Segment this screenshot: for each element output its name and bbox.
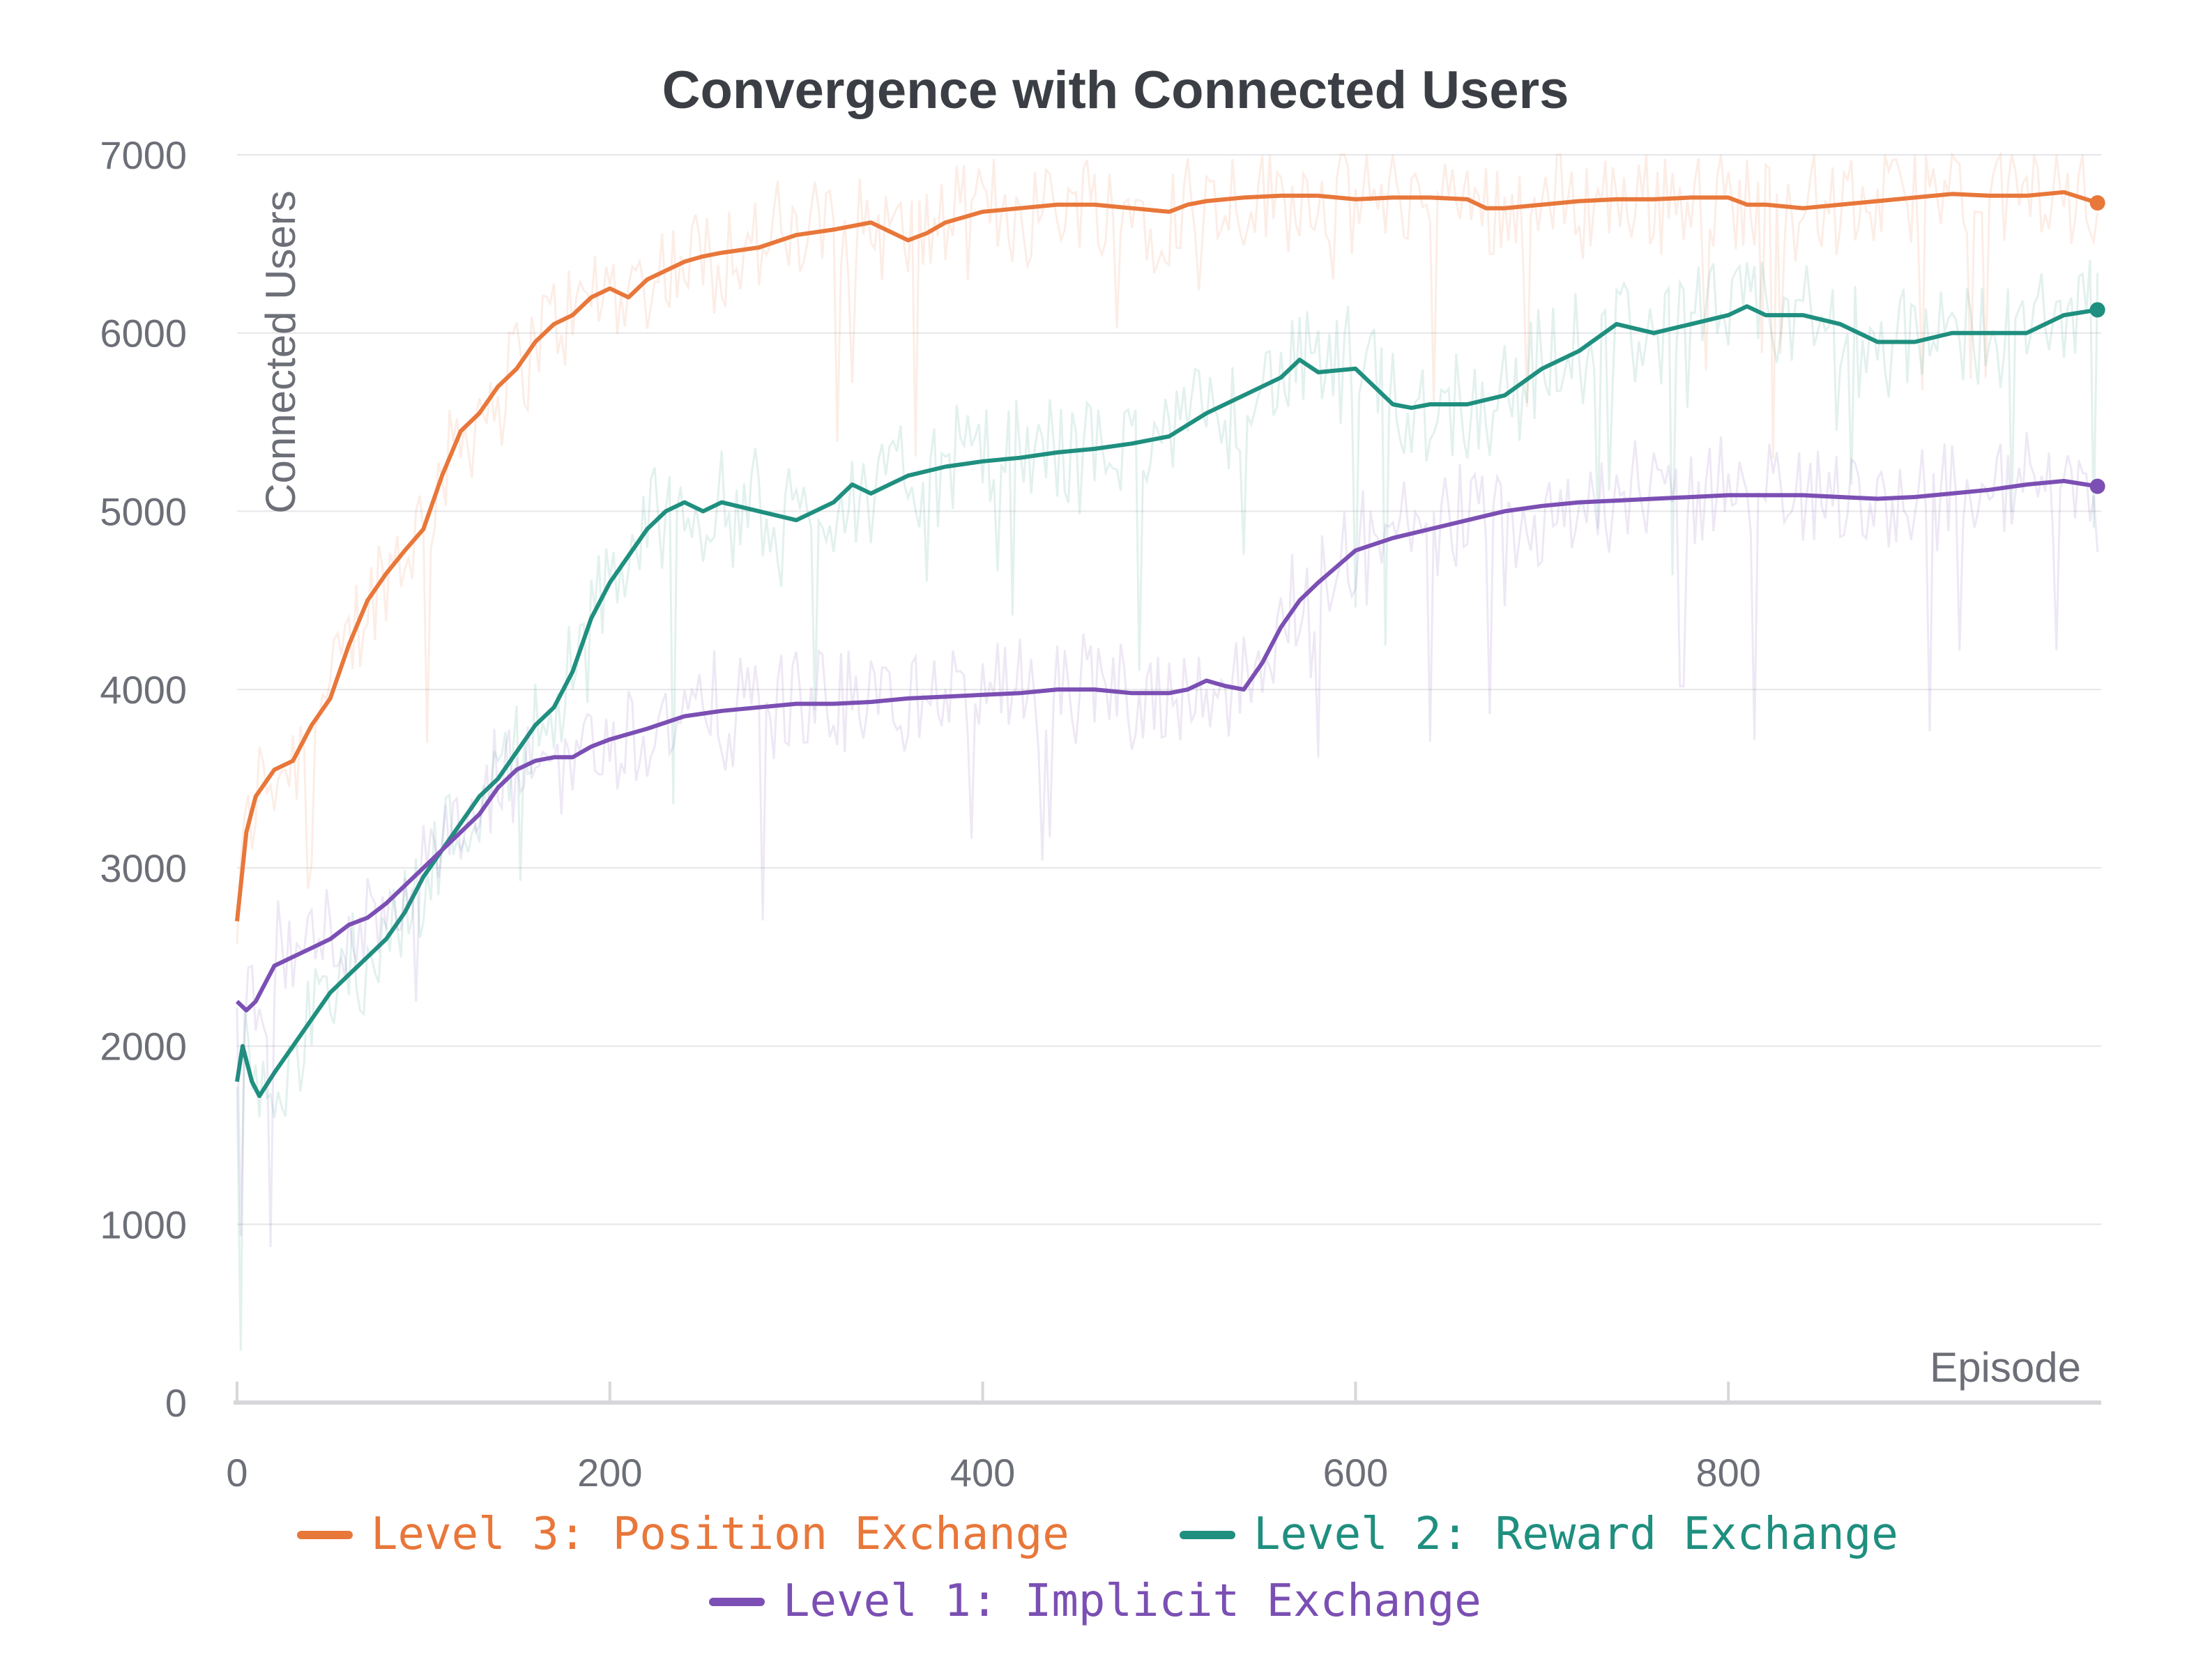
x-axis-label: Episode — [1930, 1344, 2081, 1391]
y-axis-label: Connected Users — [257, 190, 304, 514]
y-tick-label-3000: 3000 — [100, 846, 187, 890]
legend-label-level-3-position-exchange: Level 3: Position Exchange — [371, 1509, 1069, 1560]
x-tick-labels: 0 200 400 600 800 — [226, 1382, 1761, 1495]
series-line-level-2-reward-exchange — [235, 304, 2098, 1099]
series-end-marker-level-1-implicit-exchange — [2089, 478, 2105, 494]
y-tick-label-5000: 5000 — [100, 489, 187, 533]
series-end-marker-level-3-position-exchange — [2089, 195, 2105, 211]
y-tick-label-7000: 7000 — [100, 133, 187, 177]
chart-title: Convergence with Connected Users — [662, 61, 1569, 120]
series-raw-level-2-reward-exchange — [236, 259, 2099, 1351]
x-tick-label-400: 400 — [950, 1451, 1015, 1495]
series-end-marker-level-2-reward-exchange — [2089, 302, 2105, 318]
y-tick-label-6000: 6000 — [100, 312, 187, 356]
y-tick-label-2000: 2000 — [100, 1025, 187, 1069]
y-tick-label-1000: 1000 — [100, 1202, 187, 1246]
x-tick-label-600: 600 — [1323, 1451, 1388, 1495]
y-tick-label-4000: 4000 — [100, 668, 187, 712]
x-tick-label-200: 200 — [577, 1451, 642, 1495]
series-line-level-3-position-exchange — [235, 190, 2098, 922]
series-raw-level-3-position-exchange — [236, 151, 2099, 945]
series-lines — [235, 151, 2105, 1351]
y-tick-labels: 0 1000 2000 3000 4000 5000 6000 7000 — [100, 133, 187, 1425]
series-line-level-1-implicit-exchange — [235, 479, 2098, 1013]
series-raw-level-1-implicit-exchange — [236, 432, 2099, 1248]
legend-label-level-2-reward-exchange: Level 2: Reward Exchange — [1253, 1509, 1898, 1560]
x-tick-label-800: 800 — [1695, 1451, 1760, 1495]
grid-lines — [237, 154, 2101, 1225]
y-tick-label-0: 0 — [165, 1381, 187, 1425]
legend: Level 3: Position Exchange Level 2: Rewar… — [297, 1509, 1898, 1627]
legend-label-level-1-implicit-exchange: Level 1: Implicit Exchange — [783, 1575, 1481, 1627]
x-tick-label-0: 0 — [226, 1451, 247, 1495]
